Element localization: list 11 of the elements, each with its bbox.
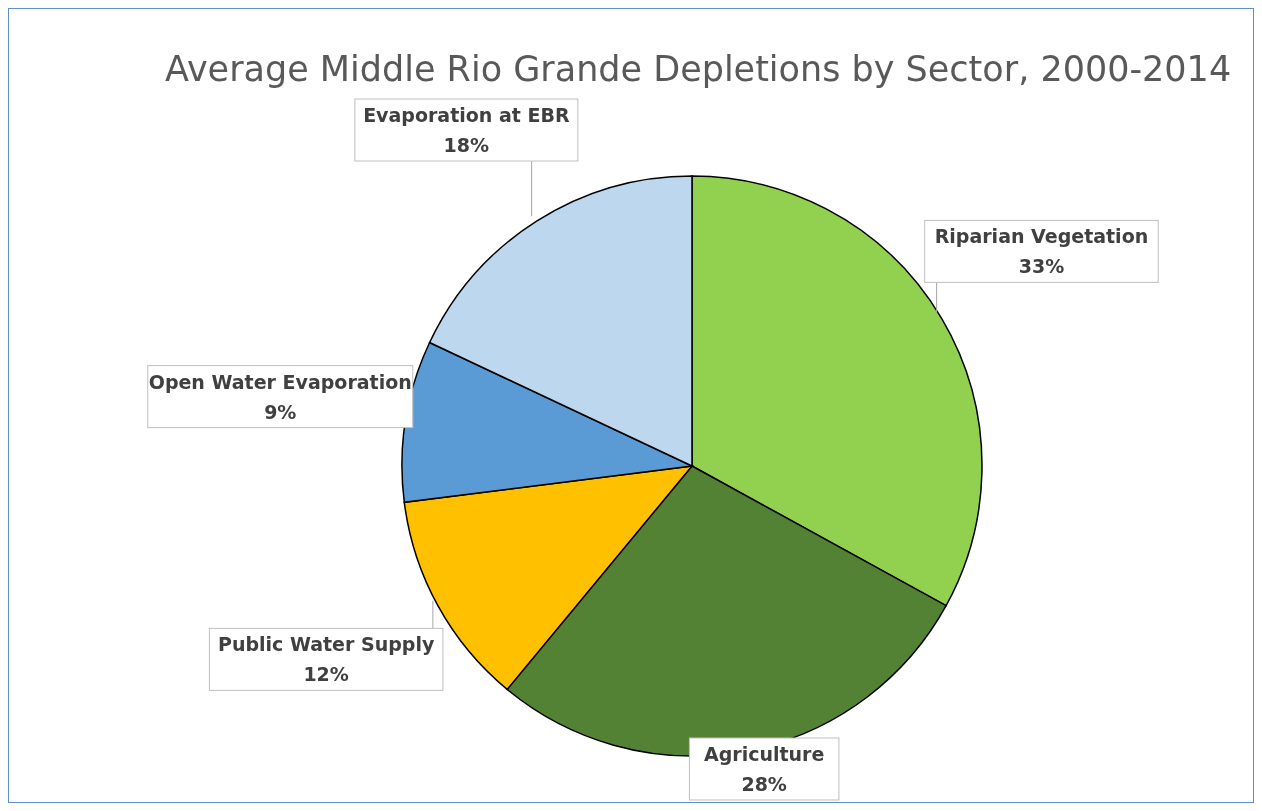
slice-label: Evaporation at EBR — [363, 104, 570, 126]
data-label: 33% — [1018, 255, 1065, 278]
slice-label: Public Water Supply — [217, 633, 435, 656]
slice-label: Agriculture — [703, 743, 825, 765]
slice-label: Open Water Evaporation — [148, 370, 412, 393]
data-label: 9% — [264, 400, 297, 423]
slice-label: Riparian Vegetation — [934, 225, 1149, 248]
chart-title: Average Middle Rio Grande Depletions by Sector, 2000-2014 — [165, 49, 1232, 89]
data-label: 12% — [303, 663, 349, 686]
data-label: 28% — [741, 773, 787, 795]
data-label: 18% — [443, 134, 490, 156]
